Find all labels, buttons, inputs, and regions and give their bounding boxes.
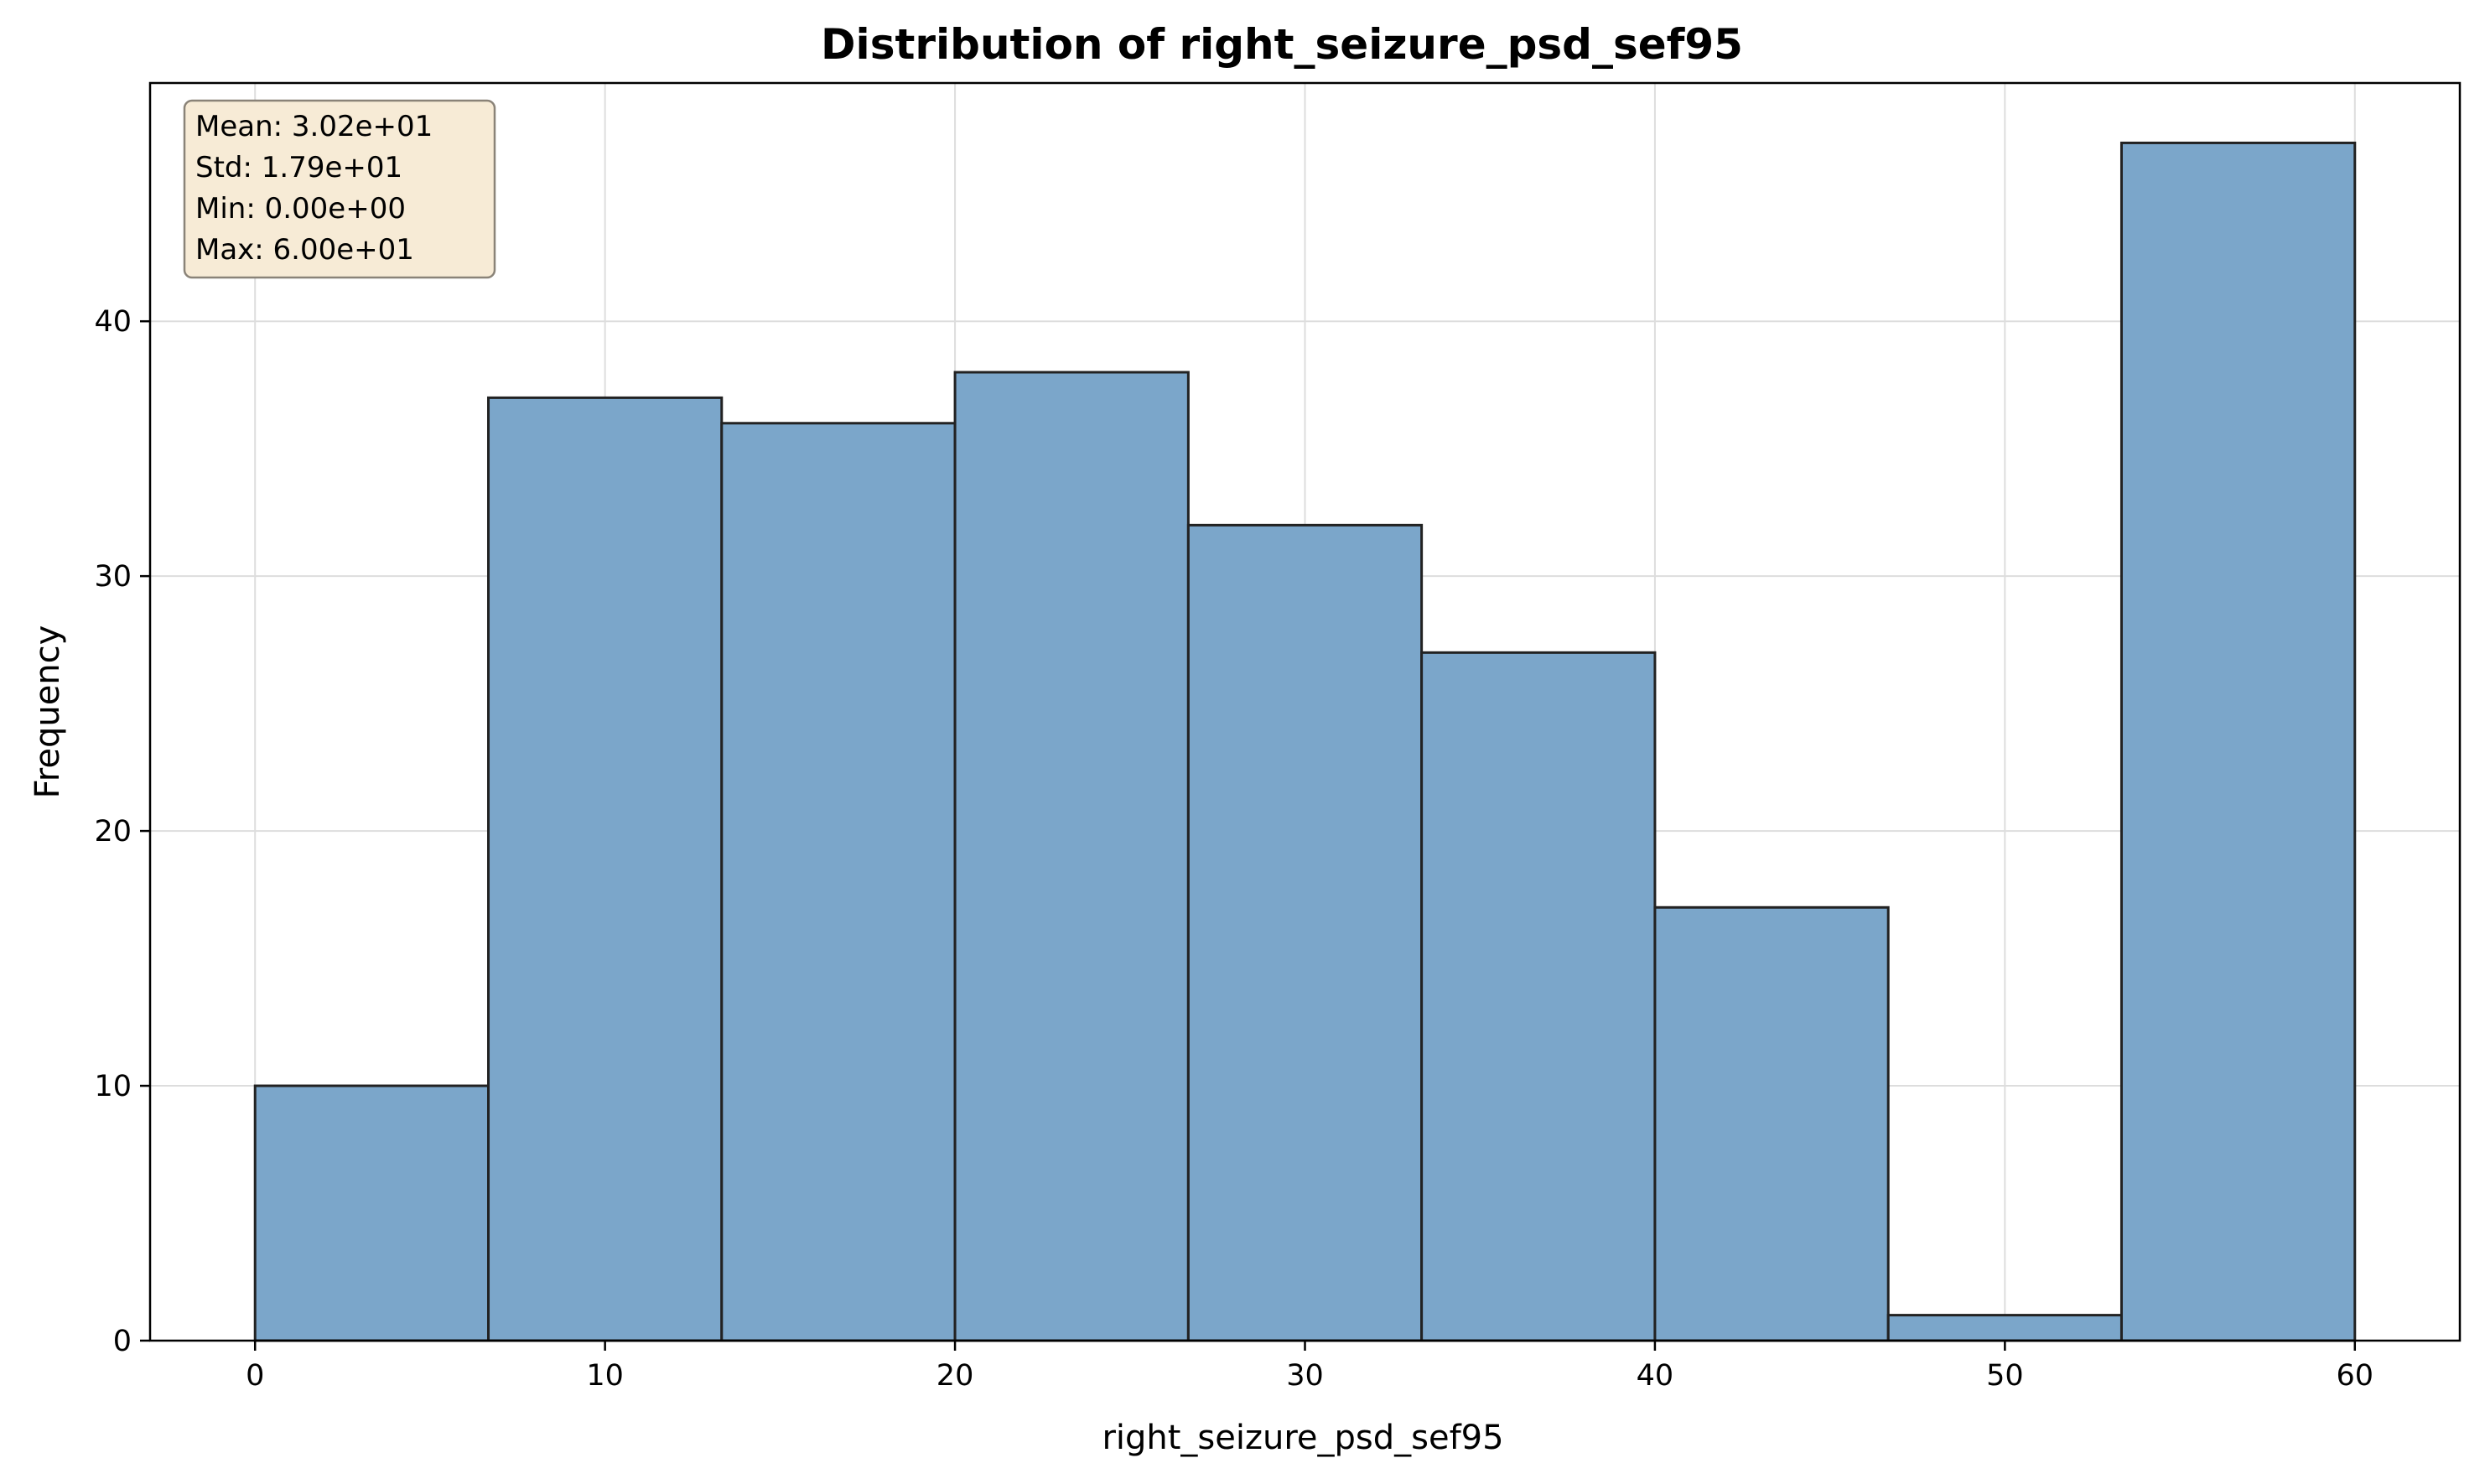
x-tick-label: 50: [1986, 1359, 2024, 1393]
y-tick-label: 40: [94, 305, 132, 339]
x-tick-label: 60: [2336, 1359, 2373, 1393]
y-tick-label: 0: [113, 1325, 132, 1358]
x-tick-label: 0: [246, 1359, 264, 1393]
bars-layer: [253, 141, 2357, 1342]
stats-std: Std: 1.79e+01: [195, 151, 402, 184]
stats-min: Min: 0.00e+00: [195, 192, 406, 226]
histogram-bar: [720, 422, 957, 1342]
y-axis-label: Frequency: [29, 625, 67, 799]
histogram-bar: [1186, 523, 1424, 1342]
histogram-bar: [253, 1084, 490, 1342]
histogram-bar: [953, 371, 1190, 1342]
x-tick-label: 40: [1637, 1359, 1674, 1393]
y-tick-label: 30: [94, 560, 132, 594]
y-tick-label: 10: [94, 1070, 132, 1103]
x-axis-label: right_seizure_psd_sef95: [1102, 1419, 1503, 1457]
stats-max: Max: 6.00e+01: [195, 233, 414, 267]
x-tick-label: 10: [586, 1359, 624, 1393]
histogram-bar: [487, 396, 724, 1342]
x-tick-label: 30: [1286, 1359, 1324, 1393]
histogram-bar: [1886, 1314, 2123, 1342]
histogram-bar: [2119, 141, 2357, 1342]
x-tick-label: 20: [936, 1359, 974, 1393]
stats-box: Mean: 3.02e+01 Std: 1.79e+01 Min: 0.00e+…: [183, 99, 496, 279]
stats-box-background: [183, 99, 496, 279]
histogram-bar: [1653, 905, 1890, 1342]
ticks-layer: 0 10 20 30 40 50 60 0 10 20 30 40: [94, 305, 2373, 1393]
chart-title: Distribution of right_seizure_psd_sef95: [821, 20, 1743, 69]
y-tick-label: 20: [94, 815, 132, 848]
histogram-bar: [1420, 651, 1657, 1342]
stats-mean: Mean: 3.02e+01: [195, 110, 433, 143]
